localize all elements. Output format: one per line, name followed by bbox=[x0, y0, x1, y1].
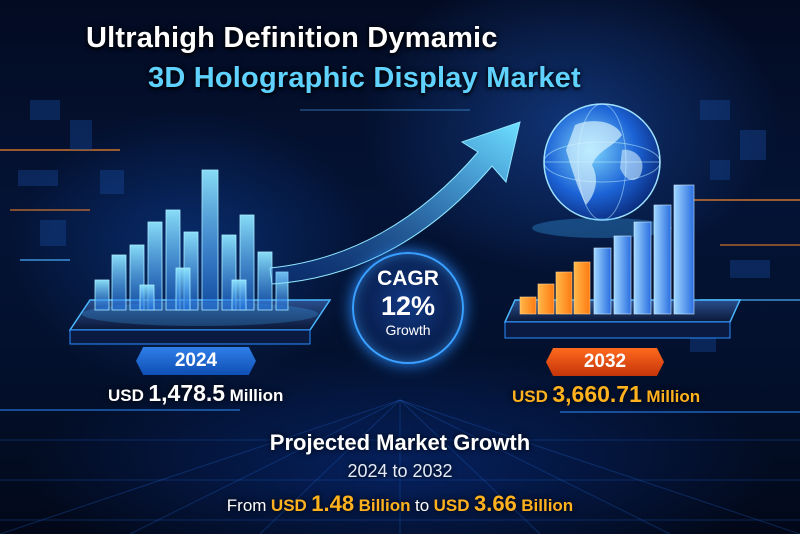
cagr-value: 12% bbox=[380, 291, 436, 321]
value-prefix: USD bbox=[512, 387, 548, 406]
growth-arrow-icon bbox=[269, 121, 521, 285]
summary-from-word: From bbox=[226, 496, 267, 515]
cagr-circle: CAGR 12% Growth bbox=[352, 252, 464, 364]
light-streaks bbox=[0, 109, 800, 413]
page-title-line-1: Ultrahigh Definition Dymamic bbox=[86, 22, 498, 54]
projection-title: Projected Market Growth bbox=[269, 430, 531, 455]
summary-to-number: 3.66 bbox=[473, 491, 517, 516]
background-panels-left bbox=[18, 100, 124, 246]
cagr-sublabel: Growth bbox=[385, 322, 431, 338]
value-unit: Million bbox=[229, 386, 284, 405]
summary-to-prefix: USD bbox=[433, 496, 470, 515]
market-value-2032: USD 3,660.71 Million bbox=[512, 381, 700, 408]
year-badge-2032: 2032 bbox=[546, 348, 664, 376]
summary-from-unit: Billion bbox=[358, 496, 411, 515]
value-prefix: USD bbox=[108, 386, 144, 405]
summary-from-number: 1.48 bbox=[311, 491, 355, 516]
year-badge-2024: 2024 bbox=[136, 347, 256, 375]
globe-icon bbox=[532, 103, 672, 238]
summary-to-word: to bbox=[414, 496, 430, 515]
value-unit: Million bbox=[646, 387, 701, 406]
projection-summary: From USD 1.48 Billion to USD 3.66 Billio… bbox=[0, 491, 800, 517]
value-number: 3,660.71 bbox=[552, 381, 642, 407]
value-number: 1,478.5 bbox=[148, 380, 226, 406]
holographic-bar-chart-icon bbox=[68, 169, 332, 345]
summary-from-prefix: USD bbox=[270, 496, 307, 515]
summary-to-unit: Billion bbox=[521, 496, 574, 515]
rising-bar-chart-icon bbox=[503, 184, 742, 339]
cagr-label: CAGR bbox=[377, 267, 439, 290]
projection-range: 2024 to 2032 bbox=[347, 461, 453, 481]
market-value-2024: USD 1,478.5 Million bbox=[108, 380, 283, 407]
page-title-line-2: 3D Holographic Display Market bbox=[148, 62, 581, 94]
floor-grid bbox=[0, 399, 800, 534]
